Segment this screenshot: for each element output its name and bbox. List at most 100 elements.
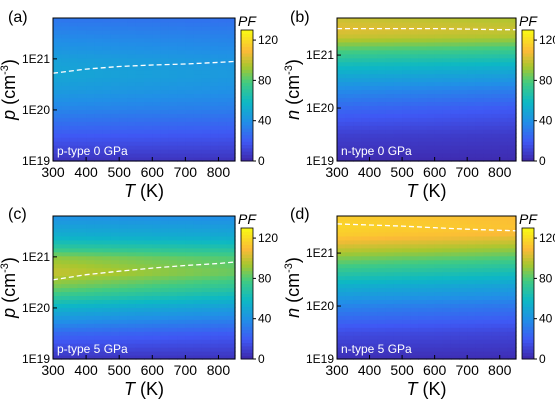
heatmap-cell (467, 89, 476, 95)
heatmap-cell (119, 319, 129, 324)
heatmap-cell (337, 275, 346, 281)
heatmap-cell (450, 61, 460, 67)
heatmap-cell (361, 53, 371, 59)
heatmap-cell (418, 323, 428, 328)
heatmap-cell (337, 323, 346, 328)
heatmap-cell (77, 21, 87, 27)
heatmap-cell (102, 129, 112, 134)
heatmap-cell (127, 149, 137, 154)
heatmap-cell (177, 33, 186, 39)
heatmap-cell (168, 109, 178, 114)
heatmap-cell (369, 243, 379, 249)
heatmap-cell (402, 311, 411, 316)
heatmap-cell (483, 85, 493, 91)
heatmap-cell (345, 355, 354, 360)
heatmap-cell (507, 21, 517, 27)
heatmap-cell (467, 133, 476, 138)
heatmap-cell (177, 113, 186, 118)
heatmap-cell (102, 137, 112, 142)
heatmap-cell (475, 323, 485, 328)
heatmap-cell (467, 319, 476, 324)
heatmap-cell (135, 97, 145, 103)
heatmap-cell (459, 65, 468, 71)
heatmap-cell (152, 121, 162, 126)
heatmap-cell (426, 355, 436, 360)
heatmap-cell (135, 299, 145, 304)
heatmap-cell (77, 259, 87, 265)
heatmap-cell (467, 45, 476, 51)
heatmap-cell (201, 109, 211, 114)
y-axis-label-close: ) (283, 257, 303, 263)
heatmap-cell (507, 33, 517, 39)
heatmap-cell (218, 141, 228, 146)
heatmap-cell (450, 157, 460, 162)
heatmap-cell (442, 323, 452, 328)
heatmap-cell (168, 251, 178, 257)
heatmap-cell (201, 315, 211, 320)
heatmap-cell (226, 41, 236, 47)
heatmap-cell (475, 247, 485, 253)
heatmap-cell (361, 117, 371, 122)
heatmap-cell (185, 69, 195, 75)
heatmap-cell (201, 25, 211, 31)
heatmap-cell (499, 279, 509, 285)
heatmap-cell (135, 41, 145, 47)
heatmap-cell (102, 331, 112, 336)
heatmap-cell (185, 283, 195, 289)
colorbar-title: PF (519, 211, 538, 227)
heatmap-cell (393, 251, 403, 257)
heatmap-cell (369, 21, 379, 27)
heatmap-cell (201, 125, 211, 130)
heatmap-cell (337, 271, 346, 277)
heatmap-cell (353, 61, 363, 67)
x-tick-label: 400 (358, 164, 382, 180)
heatmap-cell (426, 53, 436, 59)
heatmap-cell (218, 73, 228, 79)
heatmap-cell (393, 216, 403, 221)
heatmap-cell (393, 287, 403, 293)
heatmap-cell (77, 89, 87, 95)
heatmap-cell (69, 125, 79, 130)
heatmap-cell (210, 251, 220, 257)
colorbar-segment (522, 322, 534, 327)
colorbar-segment (241, 293, 253, 298)
heatmap-cell (459, 287, 468, 293)
heatmap-cell (135, 61, 145, 67)
heatmap-cell (193, 219, 203, 225)
heatmap-cell (94, 37, 104, 43)
heatmap-cell (475, 41, 485, 47)
heatmap-cell (110, 81, 120, 87)
heatmap-cell (119, 267, 129, 273)
heatmap-cell (410, 137, 419, 142)
heatmap-cell (152, 223, 162, 229)
heatmap-cell (418, 271, 428, 277)
heatmap-cell (144, 216, 153, 221)
heatmap-cell (61, 125, 71, 130)
heatmap-cell (507, 327, 517, 332)
heatmap-cell (102, 81, 112, 87)
heatmap-cell (61, 117, 71, 122)
heatmap-cell (127, 335, 137, 340)
heatmap-cell (185, 49, 195, 55)
heatmap-cell (491, 145, 501, 150)
heatmap-cell (402, 49, 411, 55)
heatmap-cell (393, 85, 403, 91)
heatmap-cell (442, 259, 452, 265)
heatmap-cell (119, 339, 129, 344)
heatmap-cell (434, 41, 444, 47)
heatmap-cell (218, 117, 228, 122)
heatmap-cell (135, 327, 145, 332)
heatmap-cell (361, 279, 371, 285)
heatmap-cell (218, 279, 228, 285)
heatmap-cell (86, 227, 95, 233)
heatmap-cell (369, 291, 379, 297)
heatmap-cell (226, 73, 236, 79)
heatmap-cell (127, 77, 137, 83)
heatmap-cell (491, 41, 501, 47)
heatmap-cell (450, 129, 460, 134)
heatmap-cell (110, 259, 120, 265)
heatmap-cell (491, 307, 501, 312)
heatmap-cell (177, 93, 186, 99)
heatmap-cell (193, 239, 203, 245)
heatmap-cell (353, 18, 363, 23)
